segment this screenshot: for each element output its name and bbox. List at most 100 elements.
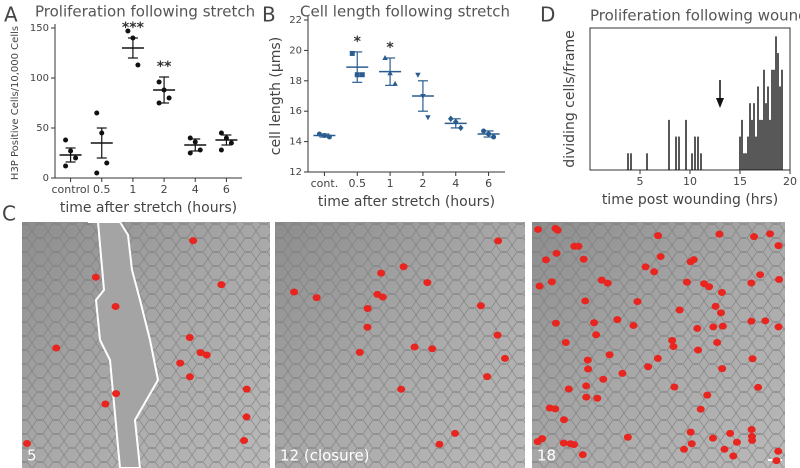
- cell-dot: [599, 375, 608, 383]
- bar: [675, 136, 677, 170]
- x-tick-label: 20: [783, 175, 797, 188]
- bar: [755, 136, 757, 170]
- bar: [697, 136, 699, 170]
- data-point: [387, 70, 393, 76]
- cell-dot: [709, 323, 718, 331]
- cell-dot: [603, 279, 612, 287]
- chart-title: Proliferation following wounding: [590, 7, 800, 25]
- arrowhead: [716, 98, 724, 108]
- bar: [765, 103, 767, 170]
- cell-dot: [694, 346, 703, 354]
- data-point: [425, 115, 431, 121]
- cell-dot: [689, 256, 698, 264]
- cell-dot: [552, 249, 561, 257]
- cell-dot: [538, 435, 547, 443]
- panel-label: D: [540, 3, 555, 27]
- cell-dot: [700, 280, 709, 288]
- cell-dot: [650, 268, 659, 276]
- bar: [771, 69, 773, 170]
- cell-dot: [483, 373, 492, 381]
- cell-dot: [748, 355, 757, 363]
- cell-dot: [592, 331, 601, 339]
- y-tick-label: 12: [289, 167, 302, 178]
- bar: [745, 153, 747, 170]
- data-point: [349, 50, 355, 56]
- bar: [759, 119, 761, 170]
- cell-dot: [720, 445, 729, 453]
- data-point: [94, 110, 100, 116]
- bar: [781, 69, 783, 170]
- bar: [761, 119, 763, 170]
- bar: [678, 136, 680, 170]
- x-tick-label: 1: [129, 183, 136, 196]
- x-tick-label: 2: [419, 177, 426, 190]
- cell-dot: [111, 302, 120, 310]
- cell-dot: [687, 440, 696, 448]
- cell-dot: [535, 282, 544, 290]
- cell-dot: [644, 363, 653, 371]
- data-point: [197, 147, 203, 153]
- cell-dot: [500, 354, 509, 362]
- cell-dot: [582, 382, 591, 390]
- cell-dot: [551, 319, 560, 327]
- cell-dot: [774, 323, 783, 331]
- bar: [775, 36, 777, 171]
- y-axis-label: cell length (µms): [268, 37, 284, 155]
- data-point: [218, 147, 224, 153]
- data-point: [382, 55, 388, 60]
- cell-dot: [101, 400, 110, 408]
- data-point: [228, 140, 234, 146]
- time-label: 12 (closure): [280, 447, 370, 465]
- cell-dot: [583, 356, 592, 364]
- y-tick-label: 16: [289, 106, 302, 117]
- cell-dot: [242, 413, 251, 421]
- bar: [773, 69, 775, 170]
- data-point: [420, 94, 426, 99]
- cell-dot: [435, 440, 444, 448]
- cell-dot: [582, 393, 591, 401]
- data-point: [458, 124, 464, 132]
- cell-dot: [670, 383, 679, 391]
- cell-dot: [290, 288, 299, 296]
- x-tick-label: 0.5: [349, 177, 367, 190]
- cell-dot: [696, 405, 705, 413]
- cell-dot: [715, 230, 724, 238]
- data-point: [486, 131, 492, 137]
- cell-dot: [754, 383, 763, 391]
- cell-dot: [176, 359, 185, 367]
- cell-dot: [693, 324, 702, 332]
- data-point: [156, 79, 162, 85]
- cell-dot: [629, 321, 638, 329]
- cell-dot: [559, 416, 568, 424]
- cell-dot: [410, 343, 419, 351]
- cell-dot: [240, 437, 249, 445]
- significance: *: [354, 34, 362, 50]
- cell-dot: [605, 351, 614, 359]
- y-tick-label: 20: [289, 45, 302, 56]
- data-point: [223, 135, 229, 141]
- cell-dot: [355, 348, 364, 356]
- data-point: [166, 95, 172, 101]
- cell-dot: [716, 309, 725, 317]
- cell-dot: [590, 319, 599, 327]
- bar: [747, 136, 749, 170]
- x-tick-label: 0.5: [93, 183, 111, 196]
- x-tick-label: 15: [733, 175, 747, 188]
- y-tick-label: 22: [289, 15, 302, 26]
- cell-dot: [451, 429, 460, 437]
- data-point: [321, 133, 327, 139]
- data-point: [99, 130, 105, 136]
- micrograph: [532, 222, 785, 468]
- cell-dot: [377, 269, 386, 277]
- micrograph: [275, 222, 525, 468]
- x-tick-label: 6: [485, 177, 492, 190]
- dividing-cells: [23, 224, 784, 465]
- cell-dot: [23, 439, 32, 447]
- bar: [741, 119, 743, 170]
- bar: [751, 119, 753, 170]
- cell-dot: [613, 316, 622, 324]
- cell-dot: [196, 349, 205, 357]
- cell-dot: [397, 385, 406, 393]
- cell-dot: [747, 317, 756, 325]
- data-point: [354, 72, 360, 78]
